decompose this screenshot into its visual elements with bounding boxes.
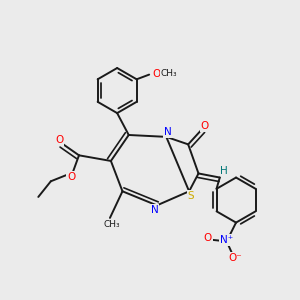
Text: N: N xyxy=(164,127,172,137)
Text: O: O xyxy=(55,135,63,145)
Text: O: O xyxy=(67,172,75,182)
Text: N: N xyxy=(151,205,158,215)
Text: O: O xyxy=(152,69,160,79)
Text: CH₃: CH₃ xyxy=(160,70,177,79)
Text: O: O xyxy=(201,121,209,131)
Text: O: O xyxy=(204,233,212,243)
Text: CH₃: CH₃ xyxy=(103,220,120,229)
Text: O⁻: O⁻ xyxy=(229,253,242,262)
Text: S: S xyxy=(188,191,194,201)
Text: H: H xyxy=(220,166,227,176)
Text: N⁺: N⁺ xyxy=(220,235,233,245)
